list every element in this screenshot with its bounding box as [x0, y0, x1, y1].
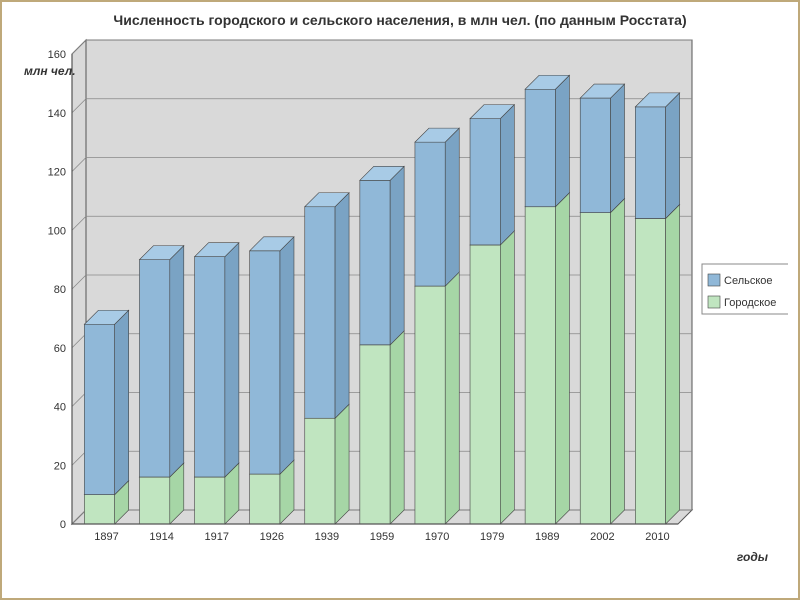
x-tick-label: 1897: [94, 531, 118, 543]
bar-front: [84, 324, 114, 494]
bar-front: [580, 98, 610, 213]
y-tick-label: 0: [60, 519, 66, 531]
bar-front: [470, 245, 500, 524]
bar-side: [500, 231, 514, 524]
bar-front: [195, 477, 225, 524]
page-frame: Численность городского и сельского насел…: [0, 0, 800, 600]
bar-side: [555, 75, 569, 207]
bar-side: [225, 243, 239, 477]
bar-front: [84, 495, 114, 524]
x-tick-label: 1939: [315, 531, 339, 543]
chart-svg: 0 20 40 60 80 100 120 140 160 1897 1914 1917 1926 193…: [12, 34, 788, 564]
bar-side: [335, 193, 349, 419]
bar-front: [470, 119, 500, 245]
bar-front: [305, 207, 335, 419]
bar-side: [280, 237, 294, 474]
bar-front: [525, 89, 555, 207]
y-tick-label: 140: [48, 108, 66, 120]
bar-side: [390, 166, 404, 345]
legend-swatch: [708, 274, 720, 286]
bar-side: [611, 199, 625, 524]
chart-area: млн чел. 0 20 40 60 80 100 120 140 160 1897 1914 19…: [12, 34, 788, 574]
bar-front: [305, 418, 335, 524]
x-axis-label: годы: [737, 550, 768, 564]
bar-side: [666, 93, 680, 219]
x-tick-label: 1926: [260, 531, 284, 543]
bar-front: [360, 180, 390, 345]
bar-side: [115, 310, 129, 494]
bar-front: [139, 260, 169, 477]
bar-front: [415, 142, 445, 286]
bar-side: [335, 404, 349, 524]
bar-side: [611, 84, 625, 213]
bar-side: [500, 105, 514, 245]
bar-side: [390, 331, 404, 524]
chart-title: Численность городского и сельского насел…: [12, 12, 788, 28]
y-tick-label: 160: [48, 49, 66, 61]
bar-front: [415, 286, 445, 524]
bar-front: [139, 477, 169, 524]
bar-side: [170, 246, 184, 477]
bar-front: [360, 345, 390, 524]
y-tick-label: 120: [48, 167, 66, 179]
x-tick-label: 1970: [425, 531, 449, 543]
legend-swatch: [708, 296, 720, 308]
y-axis-label: млн чел.: [24, 64, 76, 78]
x-tick-label: 2010: [645, 531, 669, 543]
legend-label: Городское: [724, 297, 776, 309]
bar-side: [666, 205, 680, 525]
y-tick-label: 100: [48, 225, 66, 237]
x-tick-label: 1959: [370, 531, 394, 543]
bar-front: [250, 474, 280, 524]
bar-front: [635, 107, 665, 219]
x-tick-label: 1917: [204, 531, 228, 543]
x-tick-label: 2002: [590, 531, 614, 543]
bar-front: [195, 257, 225, 477]
x-tick-label: 1914: [149, 531, 173, 543]
legend-label: Сельское: [724, 275, 773, 287]
x-tick-label: 1979: [480, 531, 504, 543]
bar-side: [445, 272, 459, 524]
x-tick-label: 1989: [535, 531, 559, 543]
y-tick-label: 80: [54, 284, 66, 296]
y-tick-label: 60: [54, 343, 66, 355]
bar-front: [250, 251, 280, 474]
bar-front: [580, 213, 610, 524]
bar-front: [525, 207, 555, 524]
bar-side: [445, 128, 459, 286]
bar-side: [555, 193, 569, 524]
y-tick-label: 20: [54, 460, 66, 472]
y-tick-label: 40: [54, 402, 66, 414]
bar-front: [635, 219, 665, 525]
